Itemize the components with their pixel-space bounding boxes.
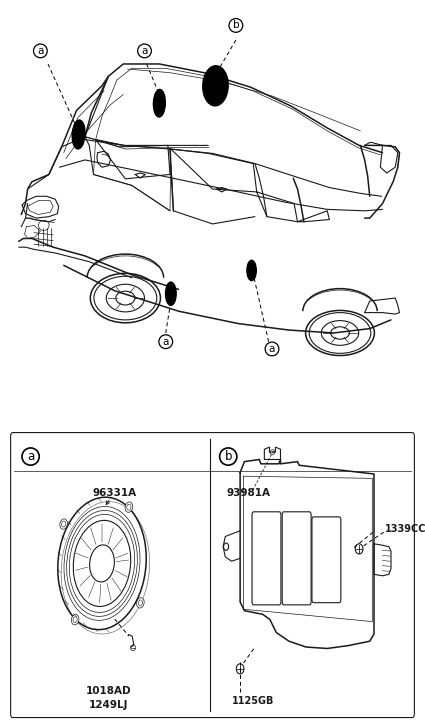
Ellipse shape [60, 519, 68, 529]
Text: a: a [269, 344, 275, 354]
Ellipse shape [71, 614, 79, 625]
Ellipse shape [125, 502, 133, 513]
Text: a: a [27, 450, 34, 463]
Text: b: b [232, 20, 239, 31]
Text: a: a [162, 337, 169, 347]
Ellipse shape [72, 120, 85, 149]
Ellipse shape [247, 260, 256, 281]
Text: a: a [141, 46, 148, 56]
Ellipse shape [203, 65, 228, 106]
Text: b: b [224, 450, 232, 463]
Ellipse shape [166, 282, 176, 305]
Ellipse shape [236, 664, 244, 674]
Text: 96331A: 96331A [93, 488, 137, 498]
Text: a: a [37, 46, 43, 56]
Text: 1125GB: 1125GB [232, 696, 274, 706]
Ellipse shape [153, 89, 165, 117]
Text: 1018AD
1249LJ: 1018AD 1249LJ [85, 686, 131, 710]
Ellipse shape [136, 598, 144, 608]
Ellipse shape [355, 544, 363, 554]
Text: 93981A: 93981A [227, 488, 271, 498]
Text: 1339CC: 1339CC [385, 524, 425, 534]
